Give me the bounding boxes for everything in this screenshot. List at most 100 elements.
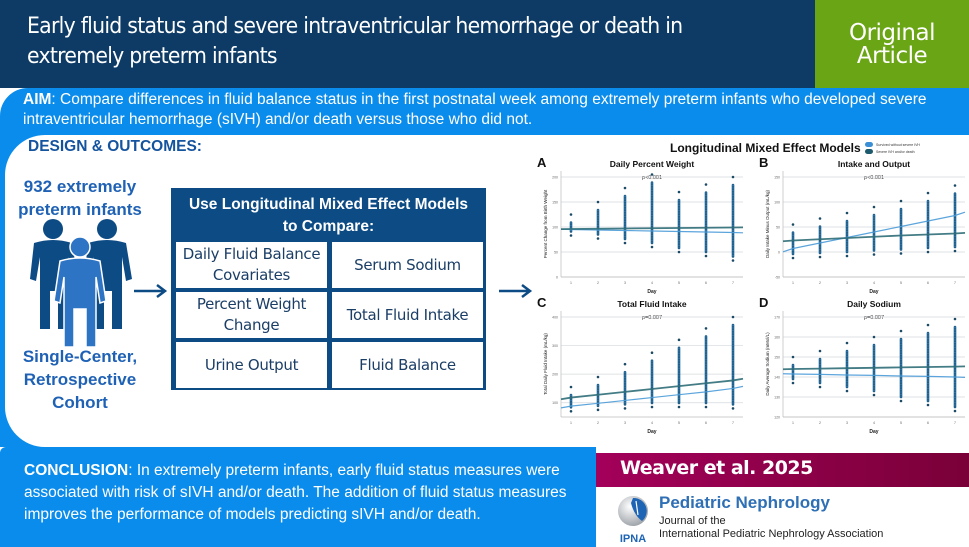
cohort-line1: Single-Center, bbox=[22, 347, 138, 366]
svg-text:5: 5 bbox=[900, 421, 902, 425]
table-head-line1: Use Longitudinal Mixed Effect Models bbox=[188, 196, 469, 213]
design-section-frame: DESIGN & OUTCOMES: 932 extremely preterm… bbox=[0, 135, 969, 447]
svg-text:4: 4 bbox=[873, 281, 875, 285]
svg-text:p<0.001: p<0.001 bbox=[864, 175, 884, 181]
svg-text:4: 4 bbox=[651, 421, 653, 425]
cell-text: Total Fluid Intake bbox=[346, 305, 469, 324]
cell-fluid-balance-covariates: Daily Fluid Balance Covariates bbox=[176, 242, 327, 288]
design-title: DESIGN & OUTCOMES: bbox=[28, 138, 202, 155]
svg-text:120: 120 bbox=[774, 416, 780, 420]
svg-text:2: 2 bbox=[819, 421, 821, 425]
svg-text:2: 2 bbox=[597, 421, 599, 425]
svg-text:Intake and Output: Intake and Output bbox=[838, 159, 910, 169]
legend-label: Severe IVH and/or death bbox=[876, 149, 915, 154]
cell-text: Covariates bbox=[212, 266, 291, 284]
table-head-line2: to Compare: bbox=[282, 218, 375, 235]
svg-text:p=0.007: p=0.007 bbox=[642, 315, 662, 321]
svg-text:150: 150 bbox=[552, 201, 558, 205]
svg-text:Percent Change from Birth Weig: Percent Change from Birth Weight bbox=[543, 189, 548, 258]
cohort-count: 932 extremely preterm infants bbox=[5, 175, 155, 221]
svg-text:1: 1 bbox=[792, 421, 794, 425]
svg-text:1: 1 bbox=[570, 281, 572, 285]
cell-total-fluid-intake: Total Fluid Intake bbox=[332, 292, 483, 338]
svg-text:6: 6 bbox=[705, 421, 707, 425]
cell-fluid-balance: Fluid Balance bbox=[332, 342, 483, 388]
svg-text:5: 5 bbox=[678, 421, 680, 425]
svg-text:2: 2 bbox=[819, 281, 821, 285]
svg-text:D: D bbox=[759, 297, 768, 310]
aim-section: AIM: Compare differences in fluid balanc… bbox=[0, 88, 969, 135]
cohort-line3: Cohort bbox=[52, 393, 108, 412]
svg-text:p<0.001: p<0.001 bbox=[642, 175, 662, 181]
svg-text:140: 140 bbox=[774, 376, 780, 380]
count-line2: preterm infants bbox=[18, 200, 142, 219]
cell-text: Serum Sodium bbox=[354, 255, 461, 274]
svg-text:400: 400 bbox=[552, 316, 558, 320]
svg-text:Daily Average Sodium (mMol/L): Daily Average Sodium (mMol/L) bbox=[765, 332, 770, 396]
cell-text: Fluid Balance bbox=[359, 355, 456, 374]
conclusion-section: CONCLUSION: In extremely preterm infants… bbox=[0, 447, 596, 547]
journal-name: Pediatric Nephrology bbox=[659, 493, 830, 512]
svg-text:Day: Day bbox=[869, 429, 878, 435]
models-title: Longitudinal Mixed Effect Models bbox=[670, 141, 861, 155]
svg-text:A: A bbox=[537, 157, 547, 170]
arrow-right-icon bbox=[134, 284, 168, 298]
article-type-badge: Original Article bbox=[815, 0, 969, 88]
aim-label: AIM bbox=[23, 91, 52, 108]
svg-text:6: 6 bbox=[705, 281, 707, 285]
models-table-header: Use Longitudinal Mixed Effect Models to … bbox=[173, 190, 484, 242]
svg-text:C: C bbox=[537, 297, 547, 310]
svg-text:3: 3 bbox=[624, 281, 626, 285]
cell-serum-sodium: Serum Sodium bbox=[332, 242, 483, 288]
ipna-logo-icon: IPNA bbox=[618, 496, 648, 545]
svg-text:Day: Day bbox=[869, 289, 878, 295]
svg-text:Daily Intake Minus Output (mL/: Daily Intake Minus Output (mL/kg) bbox=[765, 189, 770, 258]
svg-text:Daily Percent Weight: Daily Percent Weight bbox=[610, 159, 695, 169]
svg-text:200: 200 bbox=[552, 373, 558, 377]
cell-text: Urine Output bbox=[204, 355, 299, 374]
logo-text: IPNA bbox=[620, 533, 646, 545]
cell-urine-output: Urine Output bbox=[176, 342, 327, 388]
legend-swatch-icon bbox=[865, 149, 873, 154]
svg-text:5: 5 bbox=[900, 281, 902, 285]
svg-text:160: 160 bbox=[774, 336, 780, 340]
svg-text:-50: -50 bbox=[775, 276, 780, 280]
models-table-cells: Daily Fluid Balance Covariates Serum Sodi… bbox=[173, 242, 484, 391]
svg-text:Day: Day bbox=[647, 429, 656, 435]
svg-text:Total Fluid Intake: Total Fluid Intake bbox=[617, 299, 687, 309]
aim-text: : Compare differences in fluid balance s… bbox=[23, 91, 927, 128]
svg-text:Daily Sodium: Daily Sodium bbox=[847, 299, 901, 309]
study-design-label: Single-Center, Retrospective Cohort bbox=[5, 345, 155, 414]
design-section: DESIGN & OUTCOMES: 932 extremely preterm… bbox=[5, 135, 969, 447]
svg-text:3: 3 bbox=[624, 421, 626, 425]
svg-text:7: 7 bbox=[954, 421, 956, 425]
svg-text:4: 4 bbox=[651, 281, 653, 285]
svg-text:4: 4 bbox=[873, 421, 875, 425]
svg-text:2: 2 bbox=[597, 281, 599, 285]
legend-item: Survived without severe IVH bbox=[865, 141, 920, 148]
conclusion-label: CONCLUSION bbox=[24, 462, 129, 479]
chart-daily-sodium: D Daily Sodium p=0.007 120 130 140 150 160 170 1 2… bbox=[757, 297, 969, 437]
journal-subtitle: Journal of the International Pediatric N… bbox=[659, 515, 883, 541]
svg-text:130: 130 bbox=[774, 396, 780, 400]
svg-text:100: 100 bbox=[552, 401, 558, 405]
svg-text:7: 7 bbox=[732, 281, 734, 285]
svg-text:170: 170 bbox=[774, 316, 780, 320]
svg-text:100: 100 bbox=[774, 201, 780, 205]
page-title: Early fluid status and severe intraventr… bbox=[27, 14, 683, 69]
count-line1: 932 extremely bbox=[23, 177, 137, 196]
chart-daily-percent-weight: A Daily Percent Weight p<0.001 0 50 100 150 200… bbox=[535, 157, 750, 297]
legend-label: Survived without severe IVH bbox=[876, 142, 920, 147]
svg-text:p=0.007: p=0.007 bbox=[864, 315, 884, 321]
journal-sub-line2: International Pediatric Nephrology Assoc… bbox=[659, 528, 884, 540]
arrow-right-icon bbox=[499, 284, 533, 298]
cell-text: Change bbox=[223, 316, 280, 334]
header-banner: Early fluid status and severe intraventr… bbox=[0, 0, 815, 88]
svg-text:300: 300 bbox=[552, 344, 558, 348]
cell-percent-weight-change: Percent Weight Change bbox=[176, 292, 327, 338]
chart-total-fluid-intake: C Total Fluid Intake p=0.007 100 200 300 400 1 2… bbox=[535, 297, 750, 437]
badge-line2: Article bbox=[856, 43, 928, 69]
cohort-line2: Retrospective bbox=[23, 370, 137, 389]
svg-text:Total Daily Fluid Intake (mL/k: Total Daily Fluid Intake (mL/kg) bbox=[543, 333, 548, 395]
